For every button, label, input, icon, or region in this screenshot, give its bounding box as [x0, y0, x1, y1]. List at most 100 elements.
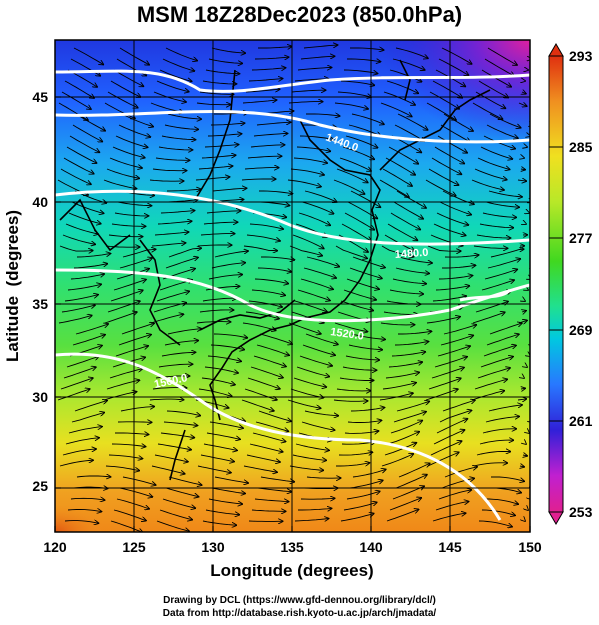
streamline	[437, 135, 467, 153]
streamline	[64, 80, 94, 98]
streamline	[382, 383, 416, 390]
streamline	[201, 377, 235, 385]
streamline	[154, 232, 189, 236]
streamline	[160, 432, 194, 438]
streamline	[213, 333, 247, 338]
streamline	[298, 212, 330, 225]
streamline	[246, 454, 280, 462]
streamline	[346, 278, 379, 289]
streamline	[336, 168, 368, 183]
streamline	[292, 234, 324, 249]
streamline	[197, 245, 232, 246]
streamline	[441, 47, 472, 64]
streamline	[297, 68, 332, 71]
streamline	[293, 157, 327, 163]
streamline	[343, 69, 377, 74]
streamline	[443, 325, 476, 335]
streamline	[161, 135, 195, 140]
streamline	[196, 322, 231, 323]
streamline	[289, 245, 322, 256]
streamline	[387, 223, 417, 240]
streamline	[287, 399, 321, 408]
streamline	[481, 509, 515, 515]
streamline	[337, 91, 371, 97]
streamline	[296, 366, 329, 377]
streamline	[294, 79, 329, 81]
streamline	[489, 113, 521, 128]
streamline	[439, 410, 471, 423]
streamline	[394, 342, 428, 346]
streamline	[122, 476, 156, 485]
streamline	[521, 388, 525, 389]
streamline	[304, 410, 338, 416]
streamline	[295, 443, 329, 450]
streamline	[472, 312, 505, 324]
streamline	[426, 317, 460, 324]
streamline	[202, 298, 236, 302]
streamline	[70, 498, 105, 500]
streamline	[428, 168, 459, 185]
streamline	[485, 201, 519, 207]
streamline	[520, 466, 524, 467]
streamline	[434, 357, 467, 368]
streamline	[302, 344, 335, 355]
streamline	[62, 234, 95, 244]
streamline	[348, 124, 381, 136]
streamline	[425, 389, 458, 401]
streamline	[202, 80, 236, 84]
streamline	[474, 379, 507, 390]
streamline	[71, 413, 104, 423]
streamline	[158, 146, 192, 150]
streamline	[471, 179, 504, 190]
streamline	[382, 168, 412, 186]
x-tick-label: 145	[438, 539, 462, 555]
streamline	[259, 191, 292, 194]
contour-label-1520: 1520.0	[330, 326, 365, 343]
y-tick-label: 25	[32, 478, 48, 494]
streamline	[212, 188, 247, 192]
streamline	[104, 312, 137, 324]
streamline	[480, 146, 512, 159]
streamline	[338, 452, 372, 455]
streamline	[487, 259, 520, 269]
streamline	[207, 355, 241, 361]
streamline	[294, 300, 327, 312]
streamline	[426, 102, 456, 120]
streamline	[398, 331, 431, 334]
streamline	[347, 59, 380, 62]
streamline	[430, 441, 462, 456]
streamline	[394, 124, 424, 141]
streamline	[203, 222, 238, 224]
y-tick-label: 40	[32, 194, 48, 210]
streamline	[152, 169, 187, 171]
streamline	[161, 352, 195, 357]
streamline	[433, 430, 465, 445]
streamline	[479, 223, 513, 228]
streamline	[388, 146, 418, 164]
streamline	[305, 333, 338, 344]
streamline	[488, 405, 522, 412]
colorbar-label: 269	[569, 322, 593, 338]
streamline	[63, 367, 96, 379]
streamline	[245, 89, 280, 93]
streamline	[116, 498, 149, 509]
streamline	[66, 146, 97, 163]
streamline	[211, 263, 245, 269]
streamline	[288, 102, 323, 103]
streamline	[200, 234, 235, 235]
streamline	[164, 341, 198, 346]
streamline	[72, 335, 105, 346]
streamline	[254, 498, 289, 502]
streamline	[67, 509, 101, 511]
streamline	[336, 389, 371, 391]
streamline	[249, 443, 283, 452]
streamline	[521, 169, 525, 170]
streamline	[490, 249, 524, 258]
streamline	[335, 245, 367, 258]
streamline	[352, 469, 386, 478]
streamline	[248, 300, 282, 307]
streamline	[75, 324, 108, 335]
streamline	[431, 157, 461, 174]
streamline	[350, 190, 380, 207]
streamline	[167, 329, 201, 335]
